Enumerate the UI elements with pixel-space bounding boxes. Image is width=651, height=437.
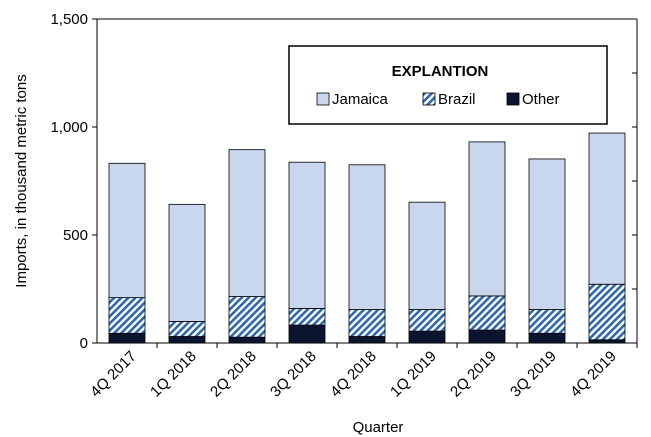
x-tick-label: 4Q 2017 [87,348,140,401]
legend-swatch-brazil [422,92,436,106]
y-tick-label: 0 [80,335,88,352]
bar-brazil [468,295,506,331]
x-tick-label: 3Q 2018 [267,348,320,401]
bar-brazil [588,283,626,341]
bar-other [408,330,446,344]
legend: EXPLANTION Jamaica Brazil Other [288,45,608,125]
x-tick-label: 2Q 2018 [207,348,260,401]
x-tick-label: 1Q 2018 [147,348,200,401]
bar-jamaica [228,149,266,297]
x-tick-label: 4Q 2019 [567,348,620,401]
y-ticks: 0 500 1,000 1,500 [50,11,97,352]
y-tick-label: 1,500 [50,11,88,28]
bar-other [468,329,506,344]
bar-brazil [168,320,206,337]
legend-label-jamaica: Jamaica [332,91,389,108]
bar-jamaica [288,161,326,309]
y-tick-label: 1,000 [50,119,88,136]
bars [108,132,626,344]
x-tick-label: 4Q 2018 [327,348,380,401]
bar-other [168,336,206,344]
x-tick-label: 1Q 2019 [387,348,440,401]
right-ticks [632,72,637,290]
bar-jamaica [528,158,566,310]
bar-jamaica [468,141,506,297]
legend-title: EXPLANTION [392,63,489,80]
x-tick-label: 3Q 2019 [507,348,560,401]
bar-brazil [288,308,326,326]
x-tick-label: 2Q 2019 [447,348,500,401]
bar-brazil [348,309,386,337]
legend-box [288,45,608,125]
legend-label-other: Other [522,91,560,108]
bar-brazil [108,297,146,334]
bar-jamaica [348,164,386,310]
bar-jamaica [108,162,146,299]
bar-other [288,324,326,344]
bar-jamaica [408,201,446,310]
legend-swatch-other [506,92,520,106]
y-axis-label: Imports, in thousand metric tons [13,74,30,287]
bar-other [108,332,146,344]
bar-other [588,339,626,344]
bar-other [348,336,386,344]
bar-brazil [408,309,446,332]
bar-jamaica [168,203,206,322]
bar-jamaica [588,132,626,285]
x-axis-label: Quarter [353,419,404,436]
bar-brazil [528,309,566,334]
bar-other [228,336,266,344]
bar-other [528,332,566,344]
x-tick-labels: 4Q 2017 1Q 2018 2Q 2018 3Q 2018 4Q 2018 1Q 20… [87,343,638,401]
legend-label-brazil: Brazil [438,91,476,108]
y-tick-label: 500 [63,227,88,244]
legend-swatch-jamaica [316,92,330,106]
bar-brazil [228,296,266,338]
